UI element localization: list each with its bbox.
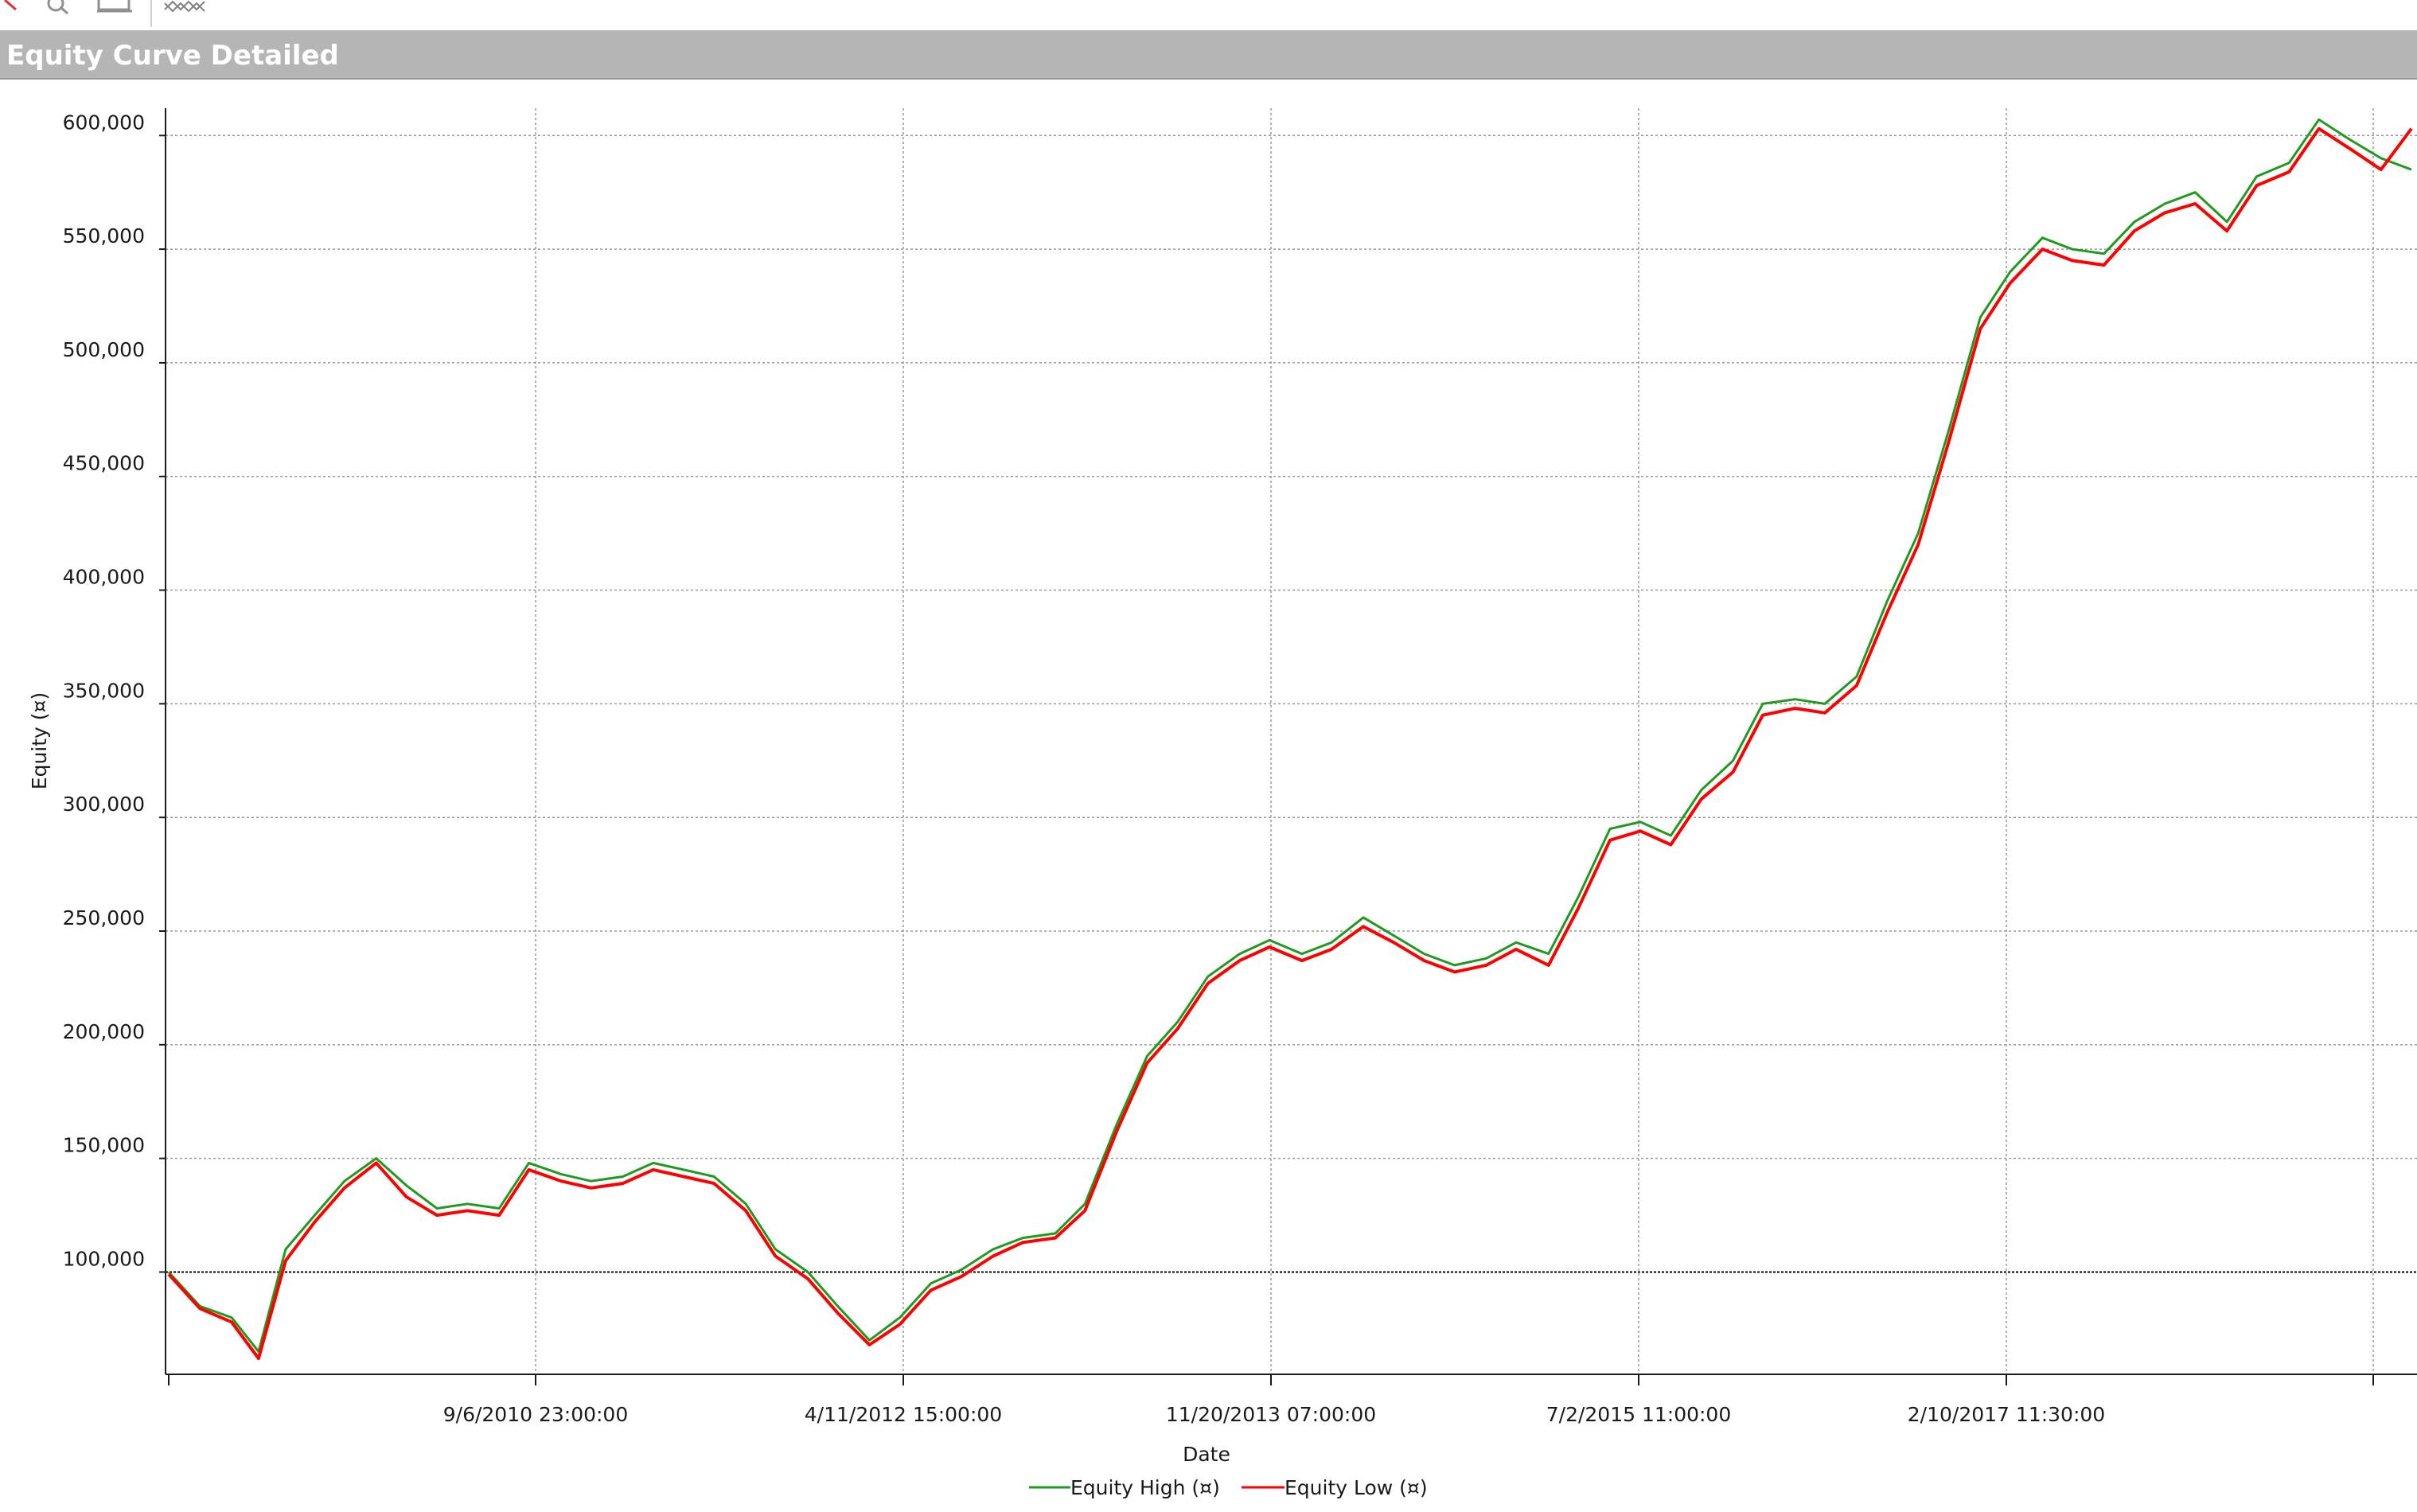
surface-icon[interactable] [163,0,208,16]
y-axis-title: Equity (¤) [28,692,51,789]
zoom-icon[interactable] [41,0,73,16]
toolbar [0,0,2417,30]
chart-title-bar: Equity Curve Detailed [0,30,2417,80]
x-tick-label: 11/20/2013 07:00:00 [1166,1403,1376,1426]
x-tick-label: 9/6/2010 23:00:00 [443,1403,629,1426]
legend: Equity High (¤) Equity Low (¤) [1029,1476,1428,1499]
y-tick-label: 250,000 [63,906,145,929]
series-equity-high [167,118,2412,1353]
y-tick-label: 150,000 [63,1134,145,1157]
y-tick-label: 100,000 [63,1247,145,1270]
x-tick-label: 2/10/2017 11:30:00 [1908,1403,2105,1426]
x-tick-label: 7/2/2015 11:00:00 [1546,1403,1732,1426]
y-tick-label: 200,000 [63,1020,145,1043]
y-tick-label: 600,000 [63,111,145,134]
y-tick-label: 500,000 [63,338,145,361]
y-tick-label: 350,000 [63,679,145,702]
y-tick-label: 400,000 [63,566,145,589]
y-tick-label: 550,000 [63,224,145,247]
export-icon[interactable] [96,0,137,16]
y-ticks: 100,000 150,000 200,000 250,000 300,000 350,0… [63,111,166,1273]
y-tick-label: 300,000 [63,793,145,816]
series-layer [167,118,2413,1360]
x-tick-label: 4/11/2012 15:00:00 [805,1403,1002,1426]
x-axis-title: Date [1183,1443,1230,1466]
x-ticks: 9/6/2010 23:00:00 4/11/2012 15:00:00 11/20… [168,1374,2374,1426]
pointer-icon[interactable] [2,0,25,16]
chart-title: Equity Curve Detailed [6,40,339,72]
legend-label-equity-low: Equity Low (¤) [1285,1476,1428,1499]
series-equity-low [167,127,2413,1360]
y-tick-label: 450,000 [63,452,145,475]
toolbar-separator [150,0,152,27]
legend-label-equity-high: Equity High (¤) [1070,1476,1220,1499]
equity-chart: 100,000 150,000 200,000 250,000 300,000 350,0… [28,108,2417,1499]
grid-layer [166,108,2417,1374]
